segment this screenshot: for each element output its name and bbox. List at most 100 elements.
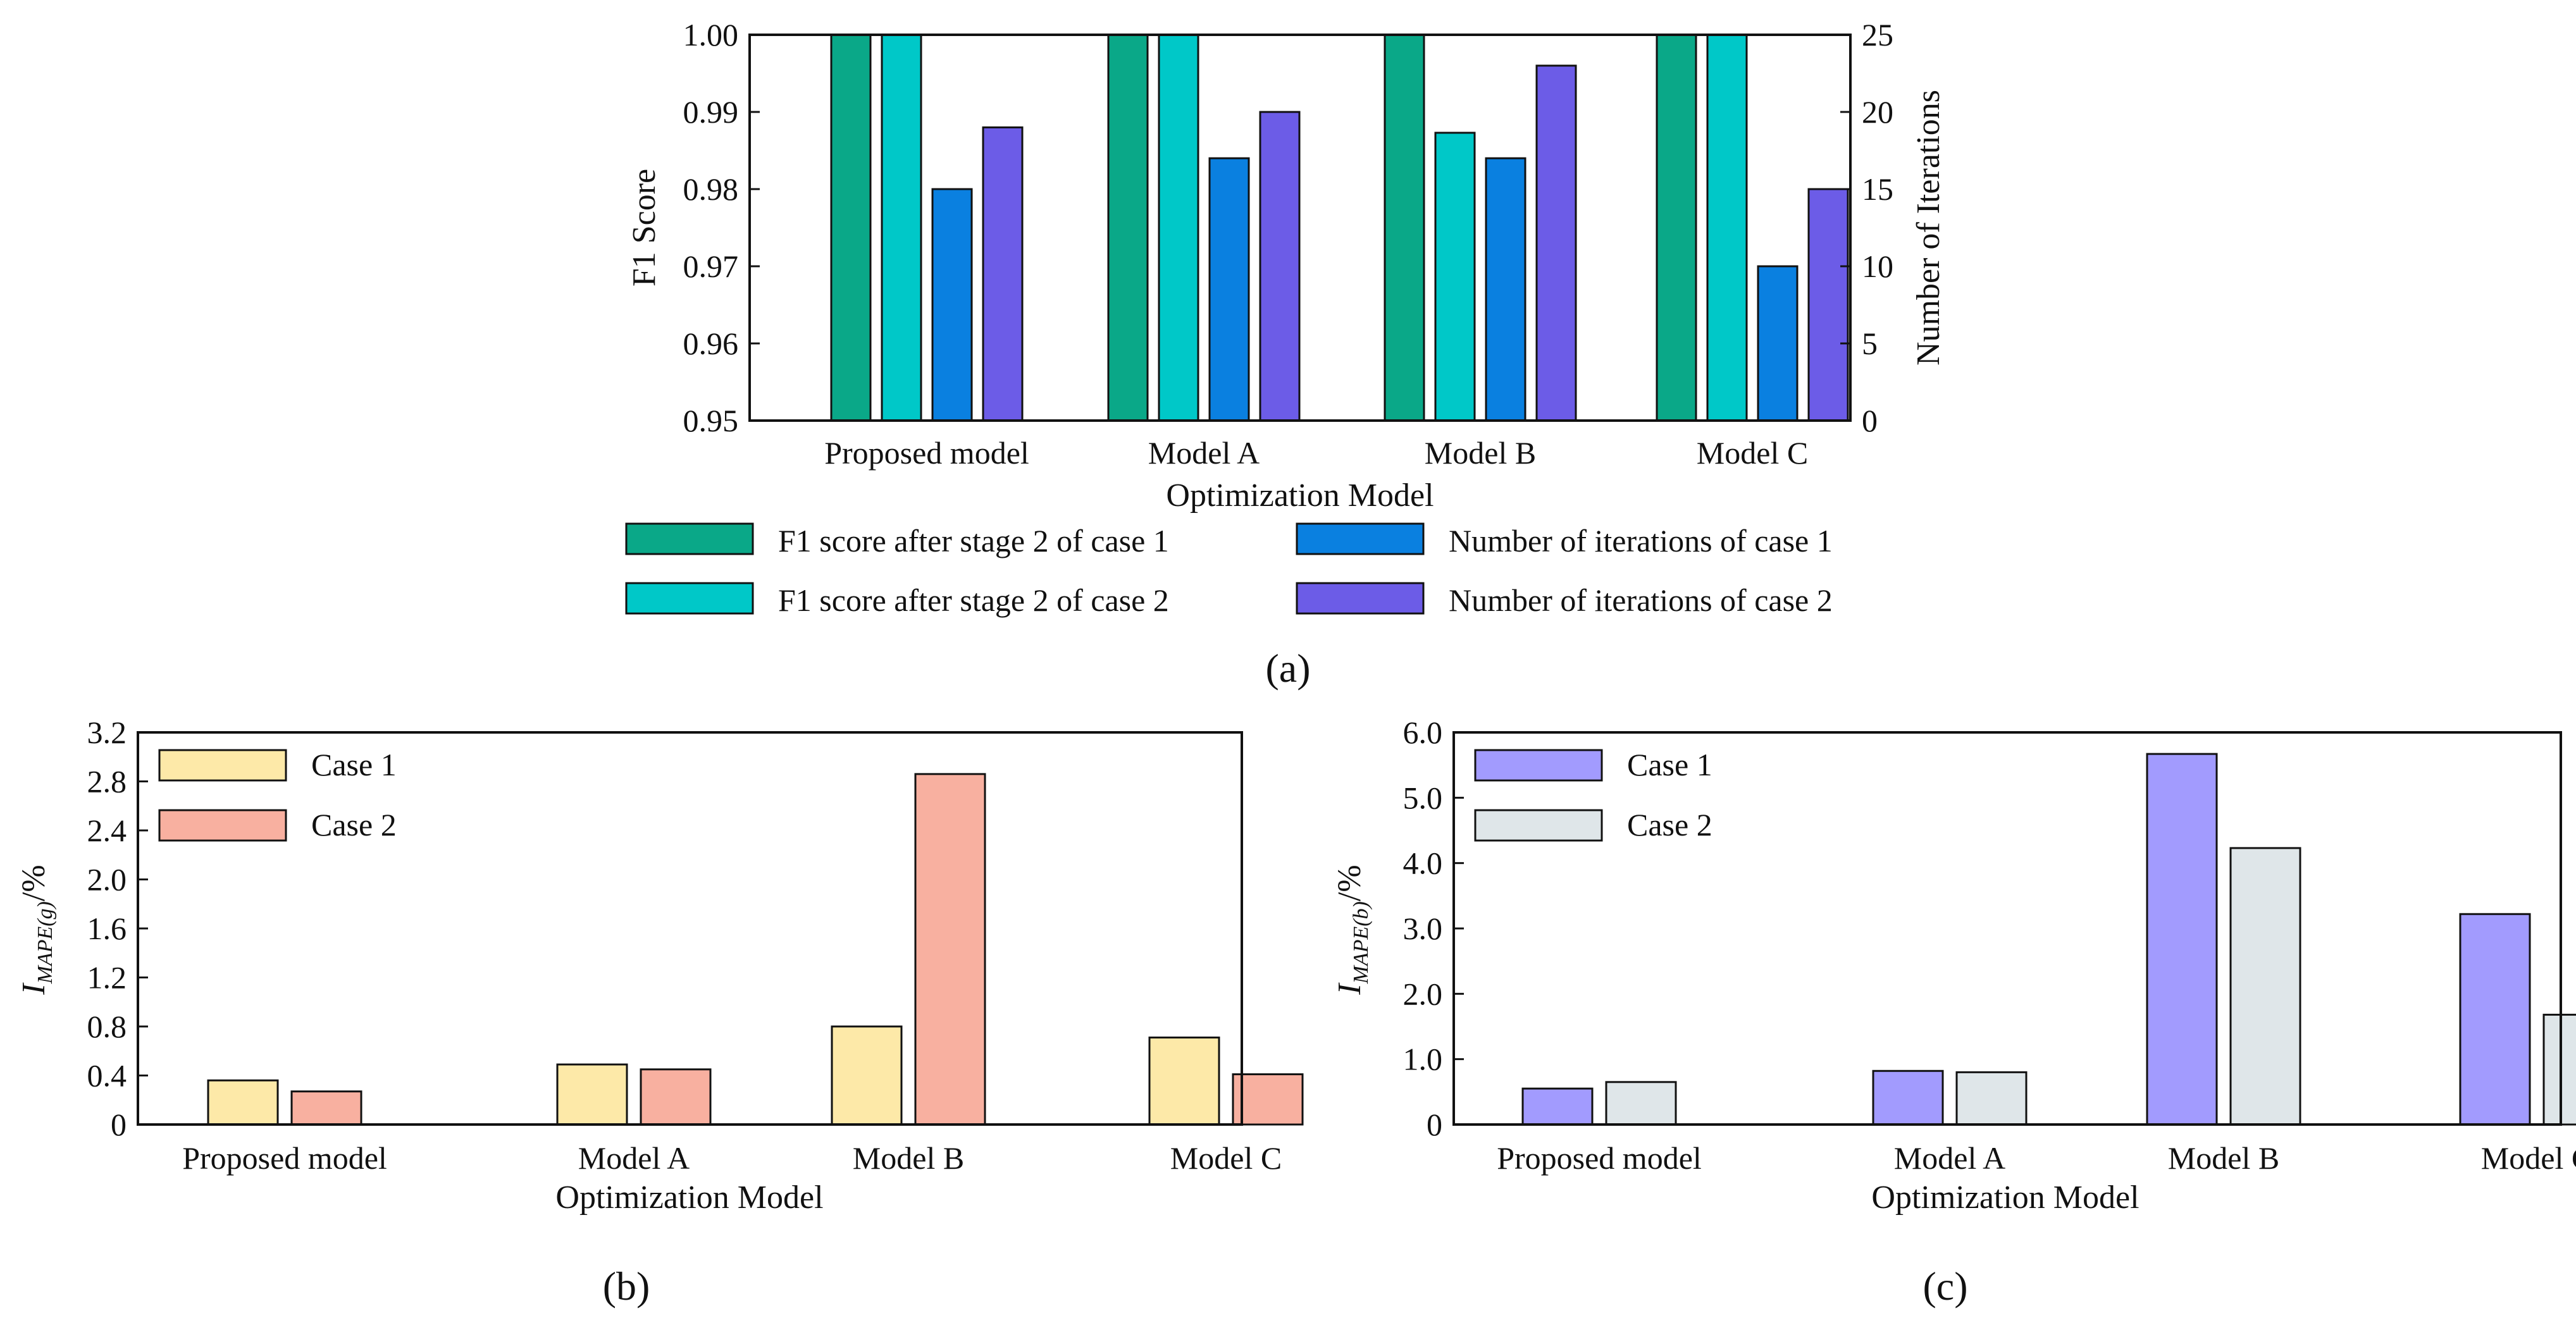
c-xtick-label: Model A bbox=[1894, 1140, 2005, 1176]
c-bar bbox=[1521, 1087, 1594, 1126]
b-ytick-label: 1.2 bbox=[87, 960, 127, 995]
a-ytick-right-label: 0 bbox=[1862, 403, 1878, 438]
b-bar bbox=[556, 1063, 628, 1126]
c-ytick-label: 5.0 bbox=[1403, 780, 1443, 815]
a-bar bbox=[881, 34, 922, 422]
c-bar bbox=[2146, 753, 2218, 1126]
chart-b-plot-frame bbox=[137, 731, 1243, 1126]
chart-c-legend-swatch bbox=[1474, 749, 1603, 782]
chart-a-legend-swatch bbox=[625, 522, 754, 555]
chart-b-bars bbox=[207, 773, 1304, 1126]
chart-a-legend-label: F1 score after stage 2 of case 2 bbox=[778, 582, 1169, 618]
chart-b-legend-label: Case 2 bbox=[311, 807, 397, 842]
chart-a-legend-label: Number of iterations of case 2 bbox=[1449, 582, 1833, 618]
c-ytick-label: 1.0 bbox=[1403, 1042, 1443, 1077]
a-ytick-label: 0.96 bbox=[683, 326, 739, 361]
chart-c: 0 1.0 2.0 3.0 4.0 5.0 6.0 Proposed model Model … bbox=[1332, 715, 2576, 1309]
a-bar bbox=[1434, 132, 1476, 422]
c-ytick-label: 6.0 bbox=[1403, 715, 1443, 750]
chart-c-y-ticks: 0 1.0 2.0 3.0 4.0 5.0 6.0 bbox=[1403, 715, 1464, 1142]
c-xtick-label: Model B bbox=[2168, 1140, 2279, 1176]
a-bar bbox=[830, 34, 872, 422]
b-xtick-label: Model B bbox=[853, 1140, 964, 1176]
b-bar bbox=[207, 1079, 279, 1126]
chart-b: 0 0.4 0.8 1.2 1.6 2.0 2.4 2.8 3.2 Proposed model… bbox=[16, 715, 1304, 1309]
c-xtick-label: Model C bbox=[2481, 1140, 2576, 1176]
chart-a-legend-swatch bbox=[625, 582, 754, 615]
chart-b-legend-swatch bbox=[158, 749, 287, 782]
a-bar bbox=[1107, 34, 1149, 422]
a-bar bbox=[1158, 34, 1199, 422]
c-ytick-label: 3.0 bbox=[1403, 911, 1443, 946]
a-bar bbox=[1706, 34, 1748, 422]
a-ytick-right-label: 25 bbox=[1862, 17, 1893, 52]
chart-b-ylabel: IMAPE(g)/% bbox=[16, 865, 57, 995]
chart-a-y-ticks-right: 0 5 10 15 20 25 bbox=[1840, 17, 1893, 438]
chart-a-bars bbox=[830, 34, 1849, 422]
chart-a-legend-swatch bbox=[1296, 522, 1425, 555]
a-bar bbox=[982, 126, 1024, 422]
c-ytick-label: 4.0 bbox=[1403, 846, 1443, 881]
chart-a-ylabel: F1 Score bbox=[626, 169, 662, 287]
b-ytick-label: 0.8 bbox=[87, 1009, 127, 1044]
chart-b-xlabel: Optimization Model bbox=[555, 1180, 823, 1216]
b-ytick-label: 0.4 bbox=[87, 1058, 127, 1094]
b-ytick-label: 2.4 bbox=[87, 813, 127, 848]
a-bar bbox=[1757, 265, 1799, 422]
c-bar bbox=[1955, 1071, 2028, 1126]
b-ytick-label: 3.2 bbox=[87, 715, 127, 750]
b-bar bbox=[914, 773, 986, 1126]
b-xtick-label: Model C bbox=[1170, 1140, 1282, 1176]
chart-c-legend-label: Case 2 bbox=[1627, 807, 1712, 842]
a-bar bbox=[1384, 34, 1425, 422]
a-bar bbox=[1485, 157, 1526, 422]
b-ytick-label: 2.0 bbox=[87, 862, 127, 897]
c-ytick-label: 0 bbox=[1427, 1107, 1442, 1142]
b-bar bbox=[290, 1090, 362, 1126]
chart-b-y-ticks: 0 0.4 0.8 1.2 1.6 2.0 2.4 2.8 3.2 bbox=[87, 715, 148, 1142]
a-bar bbox=[1807, 188, 1849, 422]
chart-a-caption: (a) bbox=[1265, 646, 1310, 691]
chart-a: 0.95 0.96 0.97 0.98 0.99 1.00 0 5 10 15 20 25 Prop… bbox=[625, 17, 1947, 691]
a-bar bbox=[1656, 34, 1697, 422]
b-xtick-label: Proposed model bbox=[182, 1140, 387, 1176]
a-ytick-label: 0.97 bbox=[683, 249, 739, 284]
chart-c-legend-label: Case 1 bbox=[1627, 747, 1712, 782]
chart-c-x-ticks: Proposed model Model A Model B Model C bbox=[1497, 1140, 2576, 1176]
chart-a-legend: F1 score after stage 2 of case 1 F1 score… bbox=[625, 522, 1833, 618]
b-ytick-label: 0 bbox=[111, 1107, 127, 1142]
b-ytick-label: 2.8 bbox=[87, 764, 127, 799]
a-bar bbox=[1535, 65, 1577, 422]
a-ytick-label: 0.99 bbox=[683, 94, 739, 130]
a-bar bbox=[931, 188, 973, 422]
chart-b-legend: Case 1 Case 2 bbox=[158, 747, 397, 842]
chart-c-xlabel: Optimization Model bbox=[1871, 1180, 2139, 1216]
a-ytick-right-label: 15 bbox=[1862, 171, 1893, 207]
chart-a-legend-label: F1 score after stage 2 of case 1 bbox=[778, 523, 1169, 558]
chart-a-legend-label: Number of iterations of case 1 bbox=[1449, 523, 1833, 558]
a-ytick-right-label: 10 bbox=[1862, 249, 1893, 284]
chart-b-legend-label: Case 1 bbox=[311, 747, 397, 782]
a-xtick-label: Model C bbox=[1697, 435, 1808, 471]
chart-c-legend-swatch bbox=[1474, 809, 1603, 842]
a-ytick-label: 0.95 bbox=[683, 403, 739, 438]
b-xtick-label: Model A bbox=[578, 1140, 690, 1176]
b-bar bbox=[640, 1068, 712, 1126]
chart-b-caption: (b) bbox=[603, 1264, 650, 1309]
chart-a-plot-frame bbox=[748, 34, 1852, 422]
chart-a-x-ticks: Proposed model Model A Model B Model C bbox=[824, 435, 1808, 471]
chart-a-y-ticks: 0.95 0.96 0.97 0.98 0.99 1.00 bbox=[683, 17, 760, 438]
a-xtick-label: Model B bbox=[1425, 435, 1536, 471]
a-xtick-label: Model A bbox=[1148, 435, 1260, 471]
chart-c-caption: (c) bbox=[1923, 1264, 1967, 1309]
chart-c-legend: Case 1 Case 2 bbox=[1474, 747, 1712, 842]
c-bar bbox=[1605, 1081, 1677, 1126]
a-bar bbox=[1208, 157, 1250, 422]
c-bar bbox=[2459, 913, 2531, 1126]
c-ytick-label: 2.0 bbox=[1403, 976, 1443, 1011]
chart-b-legend-swatch bbox=[158, 809, 287, 842]
b-bar bbox=[1232, 1073, 1304, 1126]
a-bar bbox=[1259, 111, 1301, 422]
chart-c-ylabel: IMAPE(b)/% bbox=[1332, 865, 1373, 995]
